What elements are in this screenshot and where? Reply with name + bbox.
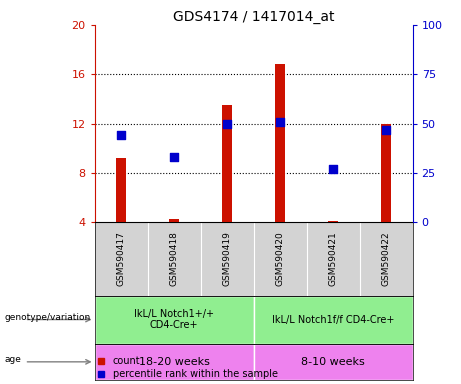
Text: GSM590421: GSM590421 — [329, 232, 337, 286]
Point — [383, 126, 390, 132]
Bar — [95, 296, 254, 344]
Text: 18-20 weeks: 18-20 weeks — [139, 357, 209, 367]
Text: IkL/L Notch1+/+
CD4-Cre+: IkL/L Notch1+/+ CD4-Cre+ — [134, 309, 214, 330]
Bar — [116, 158, 126, 222]
Text: IkL/L Notch1f/f CD4-Cre+: IkL/L Notch1f/f CD4-Cre+ — [272, 314, 394, 324]
Text: 8-10 weeks: 8-10 weeks — [301, 357, 365, 367]
Title: GDS4174 / 1417014_at: GDS4174 / 1417014_at — [173, 10, 334, 24]
Point — [171, 154, 178, 160]
Text: GSM590418: GSM590418 — [170, 232, 178, 286]
Text: age: age — [5, 356, 22, 364]
Bar — [169, 218, 179, 222]
Point — [223, 121, 230, 127]
Text: GSM590422: GSM590422 — [382, 232, 390, 286]
Text: GSM590419: GSM590419 — [223, 232, 231, 286]
Bar — [381, 124, 391, 222]
Bar — [222, 105, 232, 222]
Point — [117, 132, 124, 139]
Text: genotype/variation: genotype/variation — [5, 313, 91, 322]
Legend: count, percentile rank within the sample: count, percentile rank within the sample — [97, 356, 278, 379]
Point — [330, 166, 337, 172]
Point — [277, 119, 284, 125]
Text: GSM590420: GSM590420 — [276, 232, 284, 286]
Bar — [328, 221, 338, 222]
Bar — [275, 65, 285, 222]
Bar — [254, 296, 413, 344]
Bar — [254, 344, 413, 380]
Text: GSM590417: GSM590417 — [117, 232, 125, 286]
Bar — [95, 344, 254, 380]
